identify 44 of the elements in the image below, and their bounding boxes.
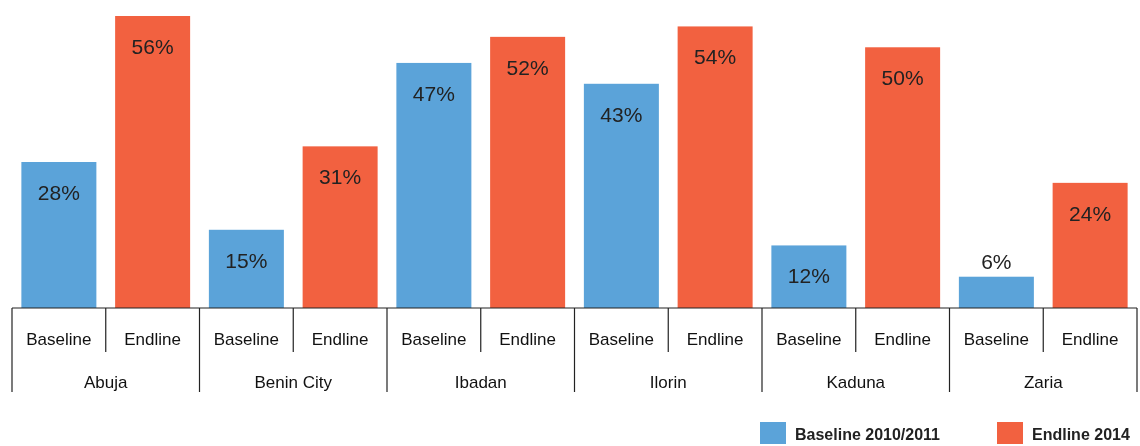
bar [583,83,659,308]
x-tick-label: Ilorin [649,373,687,392]
data-label: 54% [694,45,737,69]
text: Endline [499,330,556,349]
bar [1052,182,1128,308]
data-label: 12% [787,264,830,288]
legend-label: Endline 2014 [1032,426,1130,443]
data-label: 6% [981,249,1012,273]
bar [677,26,753,308]
x-tick-label: Benin City [254,373,333,392]
text: Baseline [213,330,279,349]
text: Baseline [588,330,654,349]
bar [958,276,1034,308]
x-tick-label: Zaria [1023,373,1064,392]
text: Endline [1061,330,1119,349]
data-label: 52% [506,55,549,79]
legend-label: Baseline 2010/2011 [795,426,941,443]
text: Baseline [401,330,467,349]
data-label: 56% [131,35,174,58]
text: Baseline [963,330,1029,349]
data-label: 15% [225,248,268,272]
bar [490,36,566,308]
bar [115,16,191,308]
text: Baseline [776,330,842,349]
text: Baseline [26,330,92,349]
bar [865,47,941,308]
text: Endline [874,330,931,349]
bar [208,229,284,308]
bar [21,162,97,308]
data-label: 24% [1069,201,1112,225]
text: Endline [311,330,369,349]
x-tick-label: Abuja [84,373,129,392]
data-label: 31% [319,165,362,189]
text: Endline [124,330,181,349]
data-label: 47% [412,81,455,105]
data-label: 50% [881,66,924,90]
data-label: 43% [600,102,643,126]
data-label: 28% [37,181,80,204]
text: Endline [686,330,744,349]
bar [771,245,847,308]
bar [302,146,378,308]
x-tick-label: Kaduna [826,373,886,392]
bar [396,62,472,308]
x-tick-label: Ibadan [454,373,507,392]
